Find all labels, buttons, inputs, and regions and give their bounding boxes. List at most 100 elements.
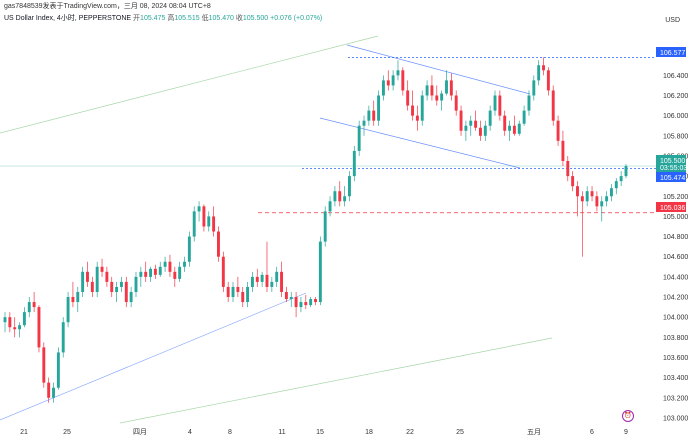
candle-body[interactable]: [590, 191, 594, 197]
candle-body[interactable]: [95, 266, 99, 292]
candle-body[interactable]: [537, 65, 541, 81]
candle-body[interactable]: [163, 261, 167, 267]
candle-body[interactable]: [386, 80, 390, 86]
candle-body[interactable]: [508, 125, 512, 131]
candle-body[interactable]: [52, 387, 55, 398]
candle-body[interactable]: [614, 181, 618, 189]
candle-body[interactable]: [328, 201, 332, 212]
candle-body[interactable]: [406, 90, 410, 106]
candle-body[interactable]: [158, 266, 162, 275]
candle-body[interactable]: [275, 271, 279, 282]
candle-body[interactable]: [18, 325, 22, 330]
candle-body[interactable]: [372, 110, 376, 121]
candle-body[interactable]: [81, 271, 85, 292]
candle-body[interactable]: [8, 317, 12, 328]
candle-body[interactable]: [90, 281, 94, 292]
candle-body[interactable]: [415, 115, 419, 121]
candle-body[interactable]: [425, 85, 429, 96]
candle-body[interactable]: [445, 80, 448, 94]
candle-body[interactable]: [153, 268, 157, 275]
candle-body[interactable]: [483, 125, 487, 136]
candle-body[interactable]: [207, 216, 211, 227]
candle-body[interactable]: [299, 302, 303, 308]
candle-body[interactable]: [411, 105, 414, 116]
candle-body[interactable]: [139, 271, 143, 277]
candle-body[interactable]: [343, 196, 347, 202]
candle-body[interactable]: [144, 271, 148, 277]
candle-body[interactable]: [576, 186, 579, 197]
candle-body[interactable]: [357, 125, 361, 151]
candle-body[interactable]: [348, 176, 351, 197]
candle-body[interactable]: [493, 95, 497, 111]
candle-body[interactable]: [231, 286, 235, 298]
candle-body[interactable]: [260, 274, 264, 282]
candle-body[interactable]: [546, 70, 550, 91]
upper-channel-line[interactable]: [0, 35, 379, 134]
candle-body[interactable]: [381, 80, 385, 96]
candle-body[interactable]: [76, 291, 80, 303]
candle-body[interactable]: [187, 236, 191, 262]
alert-icon[interactable]: ⏰: [622, 410, 634, 422]
candle-body[interactable]: [309, 299, 313, 306]
candle-body[interactable]: [566, 160, 570, 177]
candle-body[interactable]: [294, 297, 298, 308]
candle-body[interactable]: [517, 123, 521, 134]
candle-body[interactable]: [202, 206, 206, 227]
candle-body[interactable]: [280, 271, 283, 292]
candle-body[interactable]: [609, 188, 613, 197]
candle-body[interactable]: [474, 120, 478, 128]
candle-body[interactable]: [42, 347, 46, 383]
candle-body[interactable]: [226, 286, 230, 298]
candle-body[interactable]: [265, 274, 269, 287]
candle-body[interactable]: [571, 176, 575, 187]
candle-body[interactable]: [512, 125, 516, 134]
candle-body[interactable]: [13, 327, 17, 330]
candle-body[interactable]: [561, 140, 565, 161]
candle-body[interactable]: [3, 317, 7, 323]
candles[interactable]: [3, 57, 628, 403]
candle-body[interactable]: [27, 302, 31, 313]
candle-body[interactable]: [37, 307, 41, 348]
candle-body[interactable]: [478, 127, 482, 136]
candle-body[interactable]: [401, 70, 405, 91]
candle-body[interactable]: [352, 150, 356, 177]
candle-body[interactable]: [124, 281, 128, 303]
candle-body[interactable]: [362, 120, 366, 126]
candle-body[interactable]: [619, 176, 623, 182]
candle-body[interactable]: [527, 95, 531, 111]
candle-body[interactable]: [246, 286, 250, 303]
candle-body[interactable]: [173, 271, 177, 279]
candle-body[interactable]: [47, 382, 51, 398]
candle-body[interactable]: [435, 95, 439, 101]
candle-body[interactable]: [100, 266, 104, 272]
candle-body[interactable]: [119, 281, 123, 287]
candle-body[interactable]: [183, 261, 186, 267]
candle-body[interactable]: [178, 266, 182, 279]
lower-channel-line[interactable]: [119, 337, 553, 424]
support-trendline[interactable]: [0, 292, 307, 421]
candle-body[interactable]: [61, 322, 65, 353]
candle-body[interactable]: [440, 93, 444, 101]
candle-body[interactable]: [168, 261, 172, 272]
candle-body[interactable]: [32, 302, 36, 308]
candle-body[interactable]: [464, 125, 468, 131]
candle-body[interactable]: [105, 271, 109, 282]
candle-body[interactable]: [250, 276, 254, 287]
candle-body[interactable]: [56, 352, 60, 388]
candle-body[interactable]: [585, 191, 589, 202]
candle-body[interactable]: [430, 85, 434, 96]
candle-body[interactable]: [367, 110, 371, 121]
candle-body[interactable]: [396, 70, 400, 76]
candle-body[interactable]: [217, 231, 220, 257]
y-axis[interactable]: 106.400106.200106.000105.800105.600105.4…: [663, 73, 688, 423]
candle-body[interactable]: [71, 297, 75, 303]
candle-body[interactable]: [270, 281, 274, 287]
candle-body[interactable]: [134, 276, 138, 292]
candle-body[interactable]: [115, 286, 119, 292]
candle-body[interactable]: [542, 65, 545, 71]
candle-body[interactable]: [192, 211, 196, 237]
candle-body[interactable]: [580, 196, 584, 202]
candle-body[interactable]: [551, 90, 555, 121]
candle-body[interactable]: [304, 302, 308, 306]
